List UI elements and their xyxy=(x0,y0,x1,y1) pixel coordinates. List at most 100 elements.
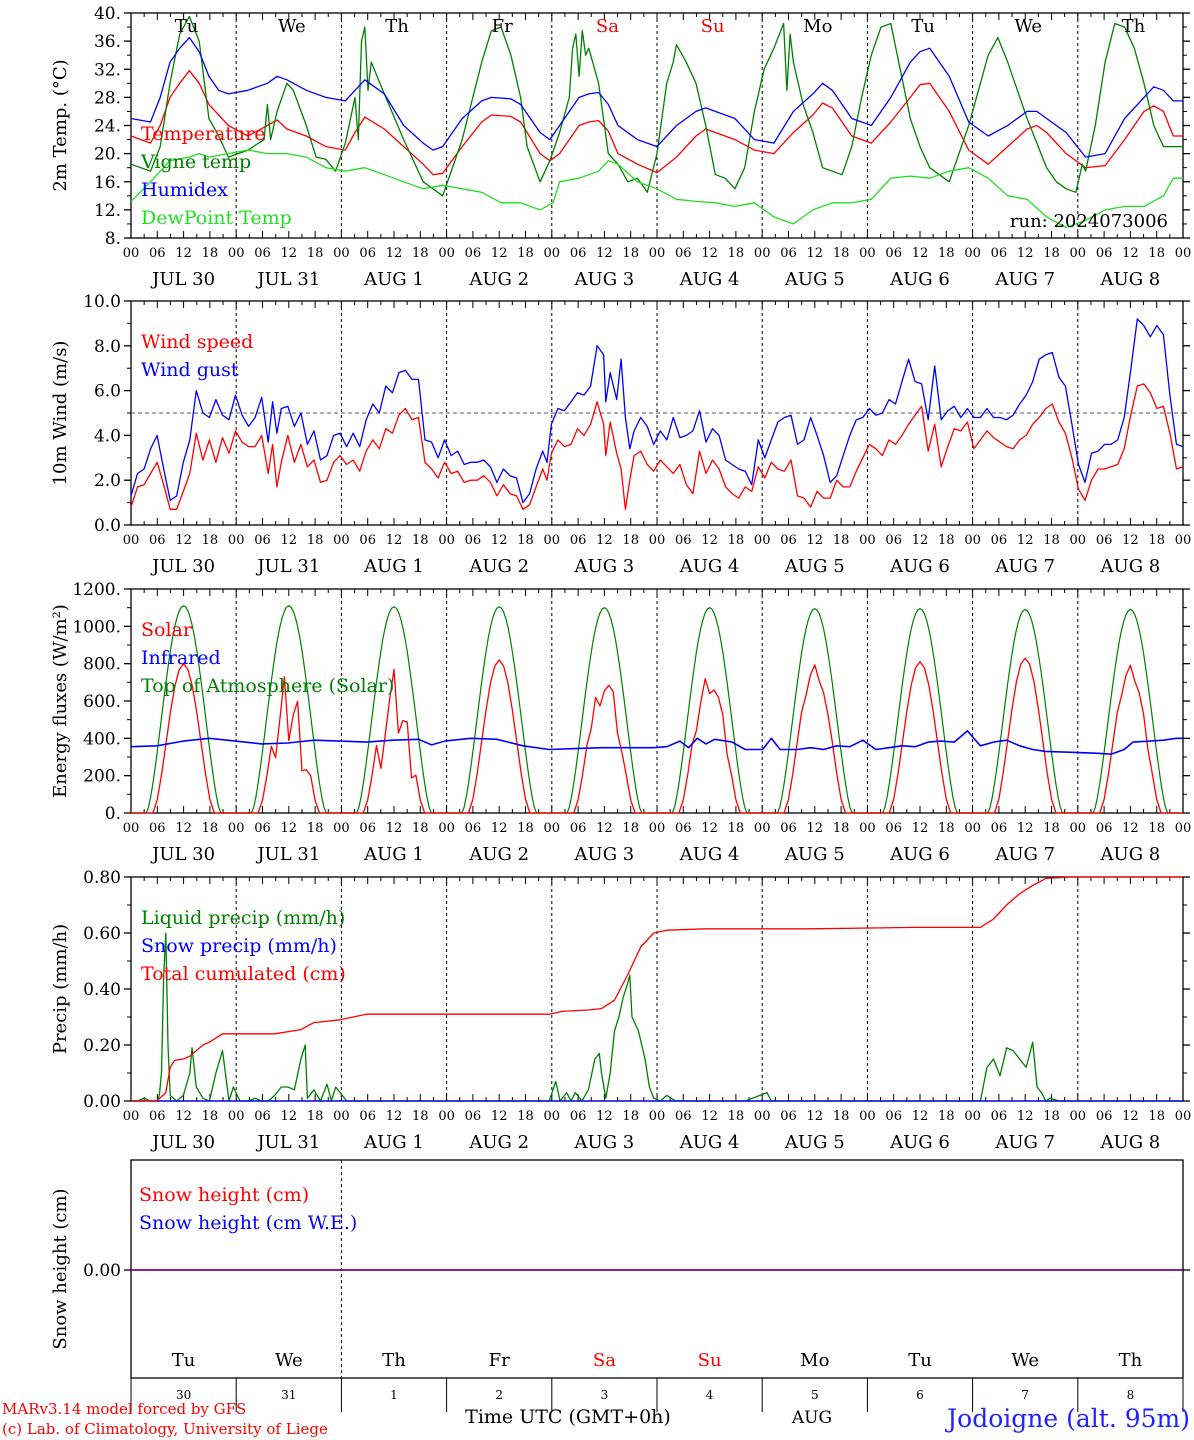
x-tick-label: 12 xyxy=(386,533,403,548)
day-number-label: 30 xyxy=(176,1388,191,1402)
x-tick-label: 06 xyxy=(675,821,692,836)
x-tick-label: 18 xyxy=(1043,533,1060,548)
x-tick-label: 00 xyxy=(228,533,245,548)
x-tick-label: 18 xyxy=(202,1109,219,1124)
date-label: AUG 3 xyxy=(574,556,635,577)
x-tick-label: 18 xyxy=(833,1109,850,1124)
y-tick-label: 1000. xyxy=(72,617,121,637)
date-label: AUG 7 xyxy=(994,556,1055,577)
x-tick-label: 12 xyxy=(701,821,718,836)
date-label: AUG 6 xyxy=(889,556,950,577)
x-tick-label: 00 xyxy=(544,246,561,261)
x-tick-label: 06 xyxy=(149,246,166,261)
x-tick-label: 06 xyxy=(149,821,166,836)
date-label: AUG 8 xyxy=(1100,556,1161,577)
x-tick-label: 06 xyxy=(254,246,271,261)
day-number-label: 8 xyxy=(1127,1388,1135,1402)
x-tick-label: 06 xyxy=(780,246,797,261)
infrared-line xyxy=(130,730,1183,756)
date-label: AUG 1 xyxy=(363,844,424,865)
date-label: AUG 4 xyxy=(679,556,740,577)
y-tick-label: 400. xyxy=(83,729,121,749)
x-tick-label: 12 xyxy=(175,1109,192,1124)
x-tick-label: 06 xyxy=(885,246,902,261)
x-tick-label: 18 xyxy=(833,246,850,261)
y-tick-label: 0.00 xyxy=(83,1092,121,1112)
date-label: AUG 3 xyxy=(574,844,635,865)
x-tick-label: 18 xyxy=(728,821,745,836)
legend-entry: Temperature xyxy=(141,123,265,145)
x-tick-label: 00 xyxy=(1070,1109,1087,1124)
x-tick-label: 18 xyxy=(833,821,850,836)
day-number-label: 3 xyxy=(601,1388,609,1402)
x-tick-label: 18 xyxy=(307,533,324,548)
x-tick-label: 12 xyxy=(175,533,192,548)
x-tick-label: 06 xyxy=(570,821,587,836)
y-axis-label: 10m Wind (m/s) xyxy=(50,341,71,486)
weekday-label: Su xyxy=(701,16,725,37)
legend-entry: Humidex xyxy=(141,179,228,201)
x-tick-label: 12 xyxy=(281,533,298,548)
y-tick-label: 0.20 xyxy=(83,1036,121,1056)
x-tick-label: 00 xyxy=(964,533,981,548)
y-tick-label: 36. xyxy=(94,32,121,52)
y-tick-label: 40. xyxy=(94,4,121,24)
date-label: AUG 7 xyxy=(994,1132,1055,1153)
x-tick-label: 00 xyxy=(1175,821,1192,836)
energy-panel: 00 06 12 18 JUL 30 00 06 12 18 JUL 31 00 06 12 18 AUG … xyxy=(50,580,1191,865)
x-tick-label: 06 xyxy=(149,1109,166,1124)
x-tick-label: 00 xyxy=(1070,533,1087,548)
x-tick-label: 18 xyxy=(517,246,534,261)
wind-panel: 00 06 12 18 JUL 30 00 06 12 18 JUL 31 00 06 12 18 AUG … xyxy=(50,292,1191,577)
month-label: AUG xyxy=(791,1408,832,1428)
weekday-label: Th xyxy=(382,1350,406,1371)
series-line xyxy=(130,318,1184,504)
y-axis-label: 2m Temp. (°C) xyxy=(50,59,71,191)
x-tick-label: 18 xyxy=(622,1109,639,1124)
y-tick-label: 0.60 xyxy=(83,924,121,944)
x-tick-label: 00 xyxy=(964,821,981,836)
date-label: AUG 4 xyxy=(679,844,740,865)
weekday-label: Mo xyxy=(803,16,832,37)
legend-entry: Total cumulated (cm) xyxy=(141,963,346,985)
date-label: JUL 31 xyxy=(255,844,320,865)
x-tick-label: 12 xyxy=(701,533,718,548)
x-tick-label: 18 xyxy=(728,533,745,548)
x-tick-label: 06 xyxy=(991,1109,1008,1124)
y-tick-label: 4.0 xyxy=(94,426,121,446)
x-tick-label: 12 xyxy=(596,821,613,836)
x-tick-label: 06 xyxy=(885,1109,902,1124)
x-tick-label: 06 xyxy=(465,821,482,836)
x-tick-label: 12 xyxy=(491,1109,508,1124)
date-label: JUL 30 xyxy=(150,556,215,577)
x-tick-label: 00 xyxy=(754,246,771,261)
plot-frame xyxy=(130,12,1184,239)
x-tick-label: 18 xyxy=(728,246,745,261)
x-tick-label: 00 xyxy=(544,533,561,548)
date-label: AUG 5 xyxy=(784,844,845,865)
date-label: AUG 6 xyxy=(889,1132,950,1153)
y-tick-label: 0.40 xyxy=(83,980,121,1000)
x-tick-label: 06 xyxy=(465,533,482,548)
legend-entry: Snow precip (mm/h) xyxy=(141,935,337,957)
precip-panel: 00 06 12 18 JUL 30 00 06 12 18 JUL 31 00 06 12 18 AUG … xyxy=(50,868,1191,1153)
day-number-label: 5 xyxy=(811,1388,819,1402)
x-tick-label: 06 xyxy=(885,821,902,836)
x-tick-label: 00 xyxy=(333,1109,350,1124)
date-label: JUL 31 xyxy=(255,269,320,290)
x-tick-label: 18 xyxy=(622,821,639,836)
weekday-label: Tu xyxy=(911,16,935,37)
temperature-panel: 00 06 12 18 JUL 30 00 06 12 18 JUL 31 00 06 12 18 AUG … xyxy=(50,4,1191,290)
x-tick-label: 18 xyxy=(1043,1109,1060,1124)
day-number-label: 4 xyxy=(706,1388,714,1402)
credit-line-1: MARv3.14 model forced by GFS xyxy=(2,1400,246,1418)
date-label: AUG 1 xyxy=(363,269,424,290)
x-tick-label: 06 xyxy=(570,246,587,261)
x-tick-label: 12 xyxy=(596,1109,613,1124)
x-tick-label: 06 xyxy=(359,533,376,548)
legend-entry: Solar xyxy=(141,619,193,641)
x-tick-label: 00 xyxy=(123,533,140,548)
x-tick-label: 12 xyxy=(175,246,192,261)
weekday-label: Mo xyxy=(800,1350,829,1371)
date-label: AUG 5 xyxy=(784,269,845,290)
